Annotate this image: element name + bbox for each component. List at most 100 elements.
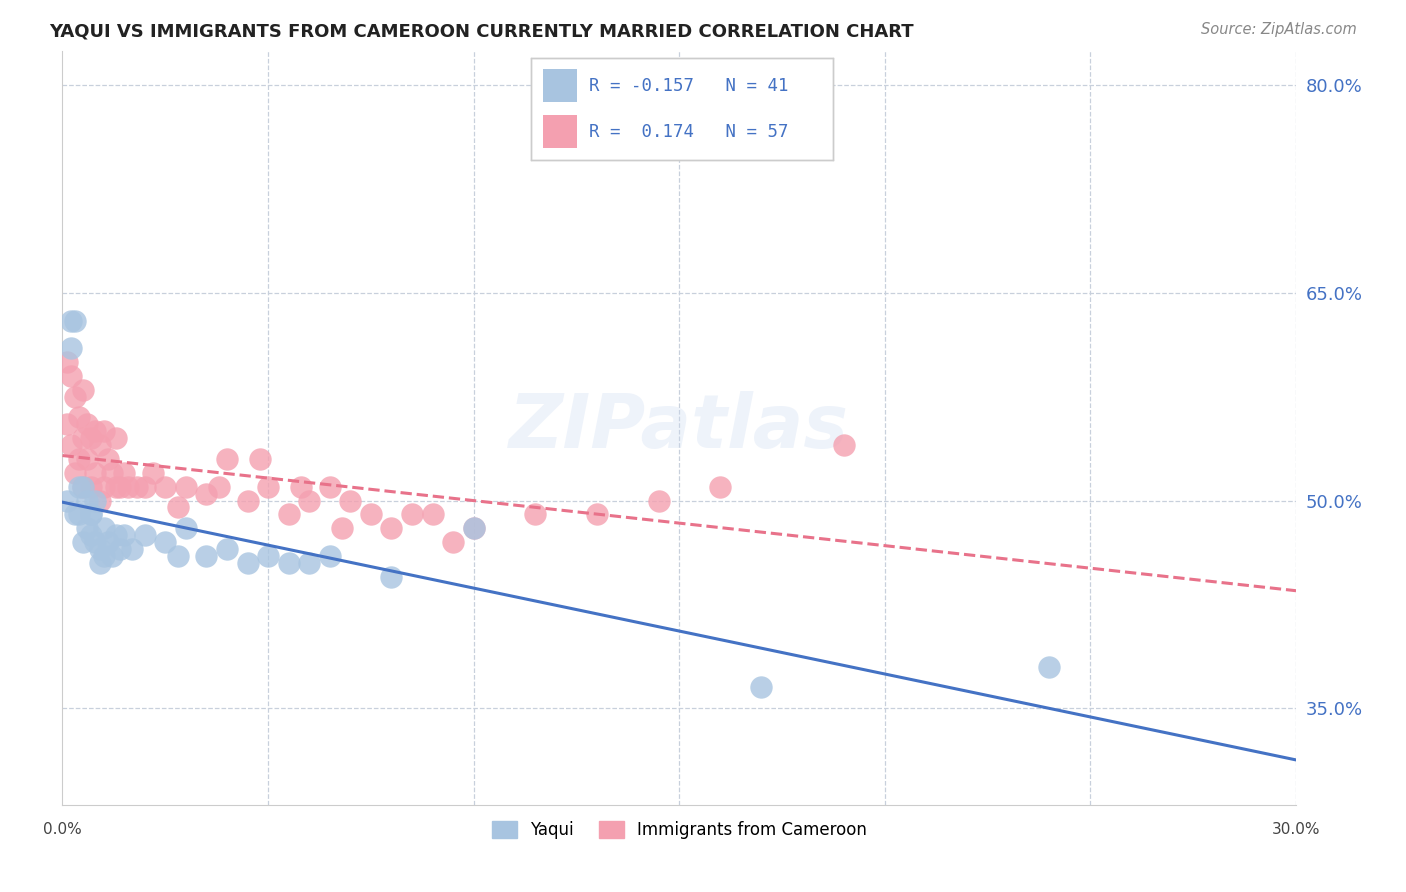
Point: [101, 549, 124, 563]
Point: [104, 528, 127, 542]
Legend: Yaqui, Immigrants from Cameroon: Yaqui, Immigrants from Cameroon: [485, 814, 873, 846]
Point: [142, 466, 165, 480]
Point: [80, 508, 103, 522]
Point: [80, 431, 103, 445]
Point: [89, 438, 111, 452]
Point: [215, 541, 238, 556]
Point: [59, 313, 82, 327]
Point: [67, 480, 90, 494]
Point: [84, 535, 107, 549]
Text: 30.0%: 30.0%: [1272, 822, 1320, 837]
Point: [249, 452, 271, 467]
Point: [236, 493, 259, 508]
Point: [709, 480, 731, 494]
Point: [174, 480, 197, 494]
Point: [67, 452, 90, 467]
Point: [112, 528, 135, 542]
Point: [134, 528, 156, 542]
Point: [298, 493, 321, 508]
Point: [166, 500, 188, 515]
Point: [422, 508, 444, 522]
Point: [63, 390, 86, 404]
Point: [401, 508, 423, 522]
Point: [93, 425, 115, 439]
Point: [586, 508, 609, 522]
Point: [195, 486, 218, 500]
Point: [339, 493, 361, 508]
Point: [84, 493, 107, 508]
Point: [76, 417, 98, 432]
Point: [80, 508, 103, 522]
Point: [108, 541, 131, 556]
Point: [89, 556, 111, 570]
Point: [751, 681, 773, 695]
Point: [166, 549, 188, 563]
Point: [63, 313, 86, 327]
Point: [319, 480, 342, 494]
Point: [441, 535, 464, 549]
Point: [330, 521, 353, 535]
Point: [112, 466, 135, 480]
Point: [72, 480, 94, 494]
Point: [67, 410, 90, 425]
Point: [59, 368, 82, 383]
Point: [80, 480, 103, 494]
Point: [360, 508, 382, 522]
Point: [215, 452, 238, 467]
Point: [290, 480, 312, 494]
Point: [63, 508, 86, 522]
Point: [277, 508, 299, 522]
Point: [76, 521, 98, 535]
Point: [380, 569, 402, 583]
Point: [174, 521, 197, 535]
Text: 0.0%: 0.0%: [44, 822, 82, 837]
Point: [257, 480, 280, 494]
Point: [97, 452, 120, 467]
Point: [76, 452, 98, 467]
Point: [195, 549, 218, 563]
Point: [236, 556, 259, 570]
Point: [155, 480, 177, 494]
Point: [101, 466, 124, 480]
Point: [208, 480, 231, 494]
Point: [108, 480, 131, 494]
Point: [319, 549, 342, 563]
Point: [125, 480, 148, 494]
Text: Source: ZipAtlas.com: Source: ZipAtlas.com: [1201, 22, 1357, 37]
Point: [117, 480, 139, 494]
Point: [76, 493, 98, 508]
Point: [104, 431, 127, 445]
Point: [524, 508, 547, 522]
Text: YAQUI VS IMMIGRANTS FROM CAMEROON CURRENTLY MARRIED CORRELATION CHART: YAQUI VS IMMIGRANTS FROM CAMEROON CURREN…: [49, 22, 914, 40]
Point: [463, 521, 485, 535]
Point: [93, 480, 115, 494]
Point: [1038, 659, 1060, 673]
Point: [72, 431, 94, 445]
Point: [89, 493, 111, 508]
Point: [93, 521, 115, 535]
Point: [93, 549, 115, 563]
Point: [84, 425, 107, 439]
Point: [84, 466, 107, 480]
Text: ZIPatlas: ZIPatlas: [509, 392, 849, 465]
Point: [59, 438, 82, 452]
Point: [134, 480, 156, 494]
Point: [463, 521, 485, 535]
Point: [55, 355, 77, 369]
Point: [55, 493, 77, 508]
Point: [121, 541, 143, 556]
Point: [72, 480, 94, 494]
Point: [104, 480, 127, 494]
Point: [298, 556, 321, 570]
Point: [67, 508, 90, 522]
Point: [72, 383, 94, 397]
Point: [63, 466, 86, 480]
Point: [647, 493, 669, 508]
Point: [257, 549, 280, 563]
Point: [277, 556, 299, 570]
Point: [80, 528, 103, 542]
Point: [55, 417, 77, 432]
Point: [89, 541, 111, 556]
Point: [832, 438, 855, 452]
Point: [97, 535, 120, 549]
